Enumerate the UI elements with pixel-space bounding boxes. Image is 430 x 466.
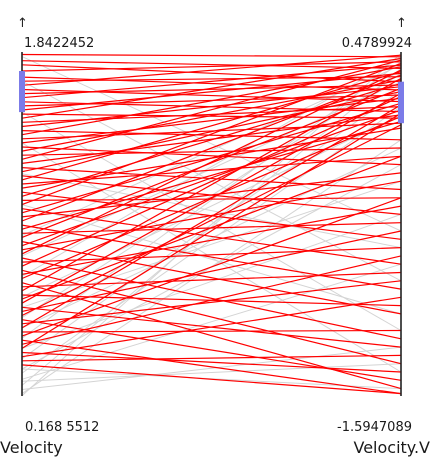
selected-line-64 [21, 280, 402, 325]
selected-line-52 [21, 205, 402, 275]
selected-line-62 [21, 124, 402, 317]
selected-line-9 [21, 64, 402, 99]
selected-line-12 [21, 72, 402, 111]
selected-line-14 [21, 57, 402, 119]
selected-line-48 [21, 257, 402, 340]
selected-line-69 [21, 255, 402, 345]
selected-line-70 [21, 112, 402, 349]
brush-velocity[interactable] [19, 71, 25, 113]
context-line-2 [21, 111, 402, 331]
selected-line-44 [21, 241, 402, 315]
selected-line-1 [21, 60, 402, 69]
selected-line-55 [21, 271, 402, 288]
selected-line-56 [21, 77, 402, 292]
selected-line-18 [21, 66, 402, 136]
selected-line-40 [21, 224, 402, 290]
selected-line-65 [21, 104, 402, 329]
context-line-7 [21, 81, 402, 257]
context-line-4 [21, 173, 402, 249]
axis-min-label-velocity-v: -1.5947089 [337, 420, 412, 435]
selected-line-35 [21, 62, 402, 206]
selected-line-25 [21, 114, 402, 164]
selected-line-20 [21, 97, 402, 144]
axis-max-label-velocity: 1.8422452 [24, 36, 94, 51]
selected-line-22 [21, 79, 402, 152]
context-line-13 [21, 61, 402, 339]
context-line-20 [21, 346, 402, 390]
selected-line-61 [21, 230, 402, 312]
selected-line-2 [21, 64, 402, 83]
axis-name-velocity-v: Velocity.V [353, 438, 430, 457]
selected-line-23 [21, 147, 402, 156]
brush-velocity-v[interactable] [398, 81, 404, 124]
selected-line-33 [21, 82, 402, 197]
selected-line-50 [21, 96, 402, 267]
selected-line-58 [21, 155, 402, 300]
selected-line-4 [21, 76, 402, 91]
selected-line-49 [21, 247, 402, 263]
selected-line-71 [21, 351, 402, 373]
context-line-9 [21, 114, 402, 298]
selected-line-47 [21, 69, 402, 255]
selected-line-29 [21, 71, 402, 181]
axis-arrow-velocity: ↑ [17, 16, 28, 31]
selected-line-36 [21, 208, 402, 265]
selected-line-19 [21, 122, 402, 140]
selected-line-26 [21, 167, 402, 191]
selected-line-16 [21, 86, 402, 128]
selected-line-21 [21, 146, 402, 166]
selected-line-3 [21, 61, 402, 72]
selected-line-72 [21, 296, 402, 358]
selected-line-59 [21, 92, 402, 304]
selected-line-66 [21, 329, 402, 333]
selected-line-39 [21, 74, 402, 222]
selected-line-37 [21, 102, 402, 214]
axis-min-label-velocity: 0.168 5512 [25, 420, 99, 435]
selected-line-34 [21, 197, 402, 201]
selected-line-54 [21, 282, 402, 390]
selected-line-6 [21, 54, 402, 86]
axis-max-label-velocity-v: 0.4789924 [342, 36, 412, 51]
axis-name-velocity: Velocity [0, 438, 63, 457]
selected-line-51 [21, 269, 402, 365]
selected-line-30 [21, 155, 402, 185]
selected-line-68 [21, 339, 402, 395]
selected-line-53 [21, 115, 402, 280]
selected-line-74 [21, 364, 402, 395]
selected-line-27 [21, 91, 402, 173]
context-line-14 [21, 213, 402, 349]
selected-line-41 [21, 120, 402, 230]
selected-line-0 [21, 53, 402, 58]
selected-line-67 [21, 197, 402, 337]
selected-lines [21, 53, 402, 395]
context-line-24 [21, 363, 402, 382]
selected-line-24 [21, 59, 402, 160]
selected-line-73 [21, 354, 402, 362]
axis-arrow-velocity-v: ↑ [396, 16, 407, 31]
